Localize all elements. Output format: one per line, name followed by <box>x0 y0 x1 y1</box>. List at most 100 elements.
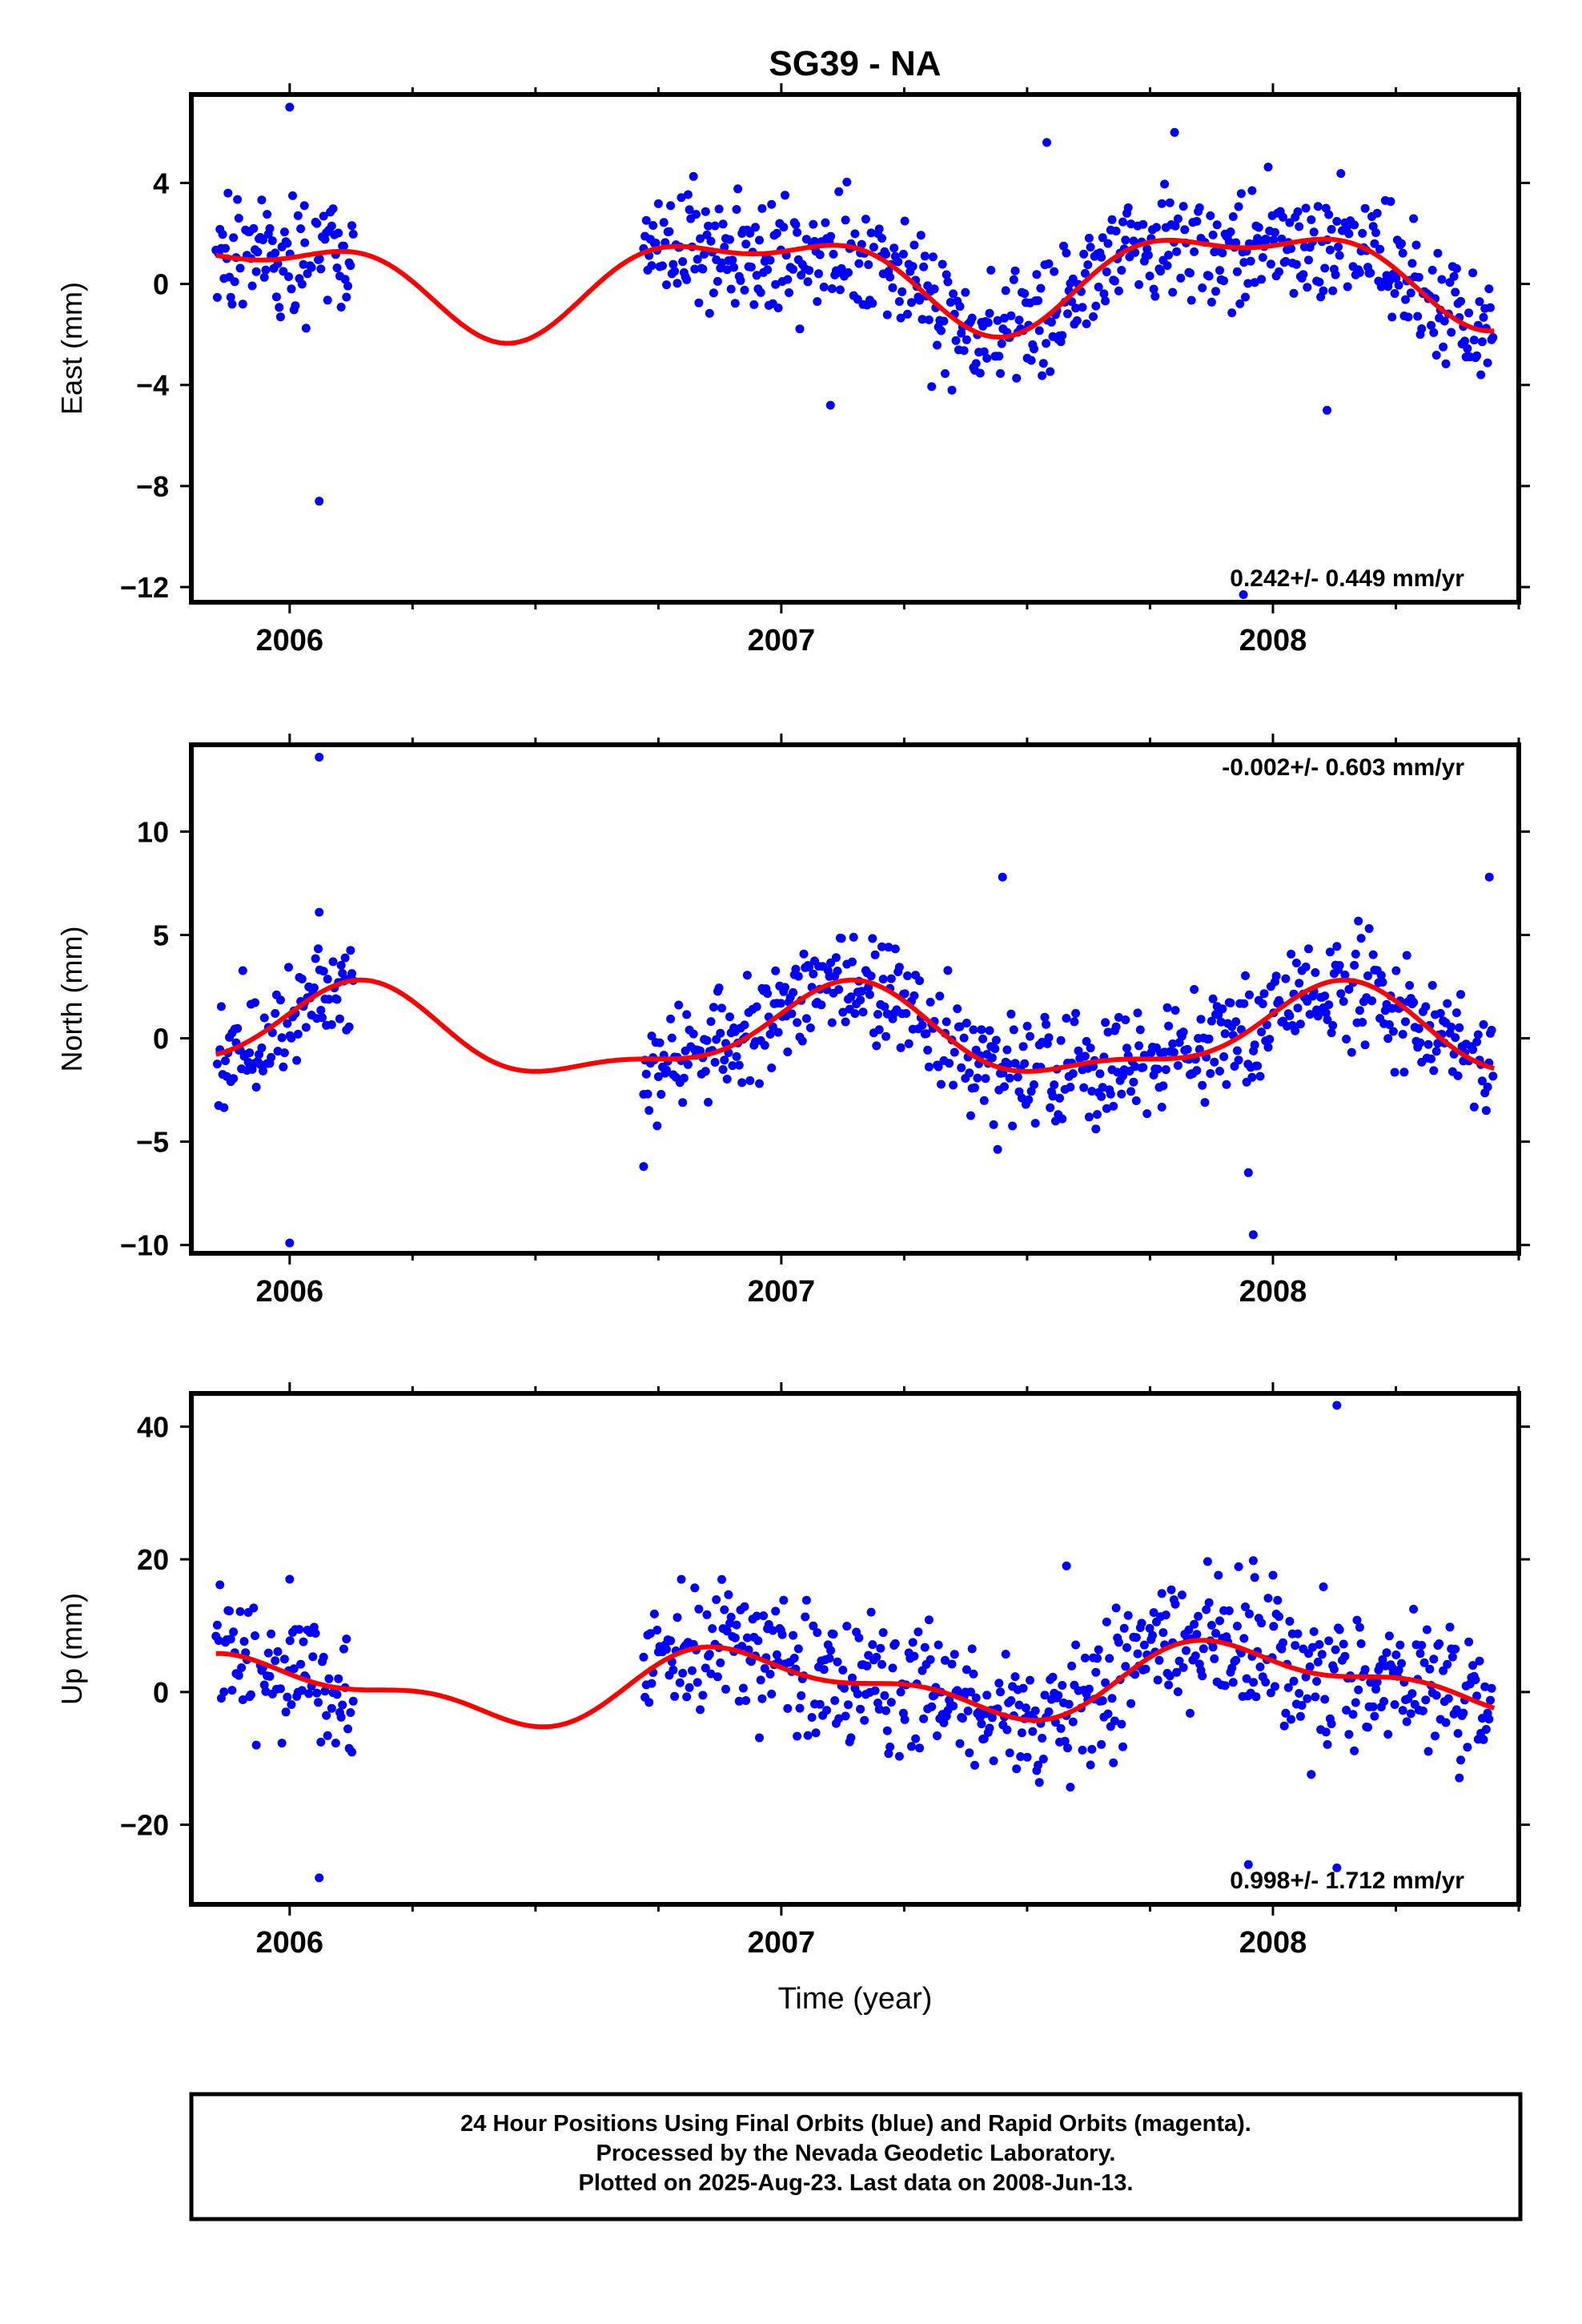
data-point <box>340 275 350 284</box>
data-point <box>1241 1602 1250 1611</box>
data-point <box>1063 1743 1072 1753</box>
data-point <box>316 264 326 274</box>
data-point <box>894 963 904 972</box>
data-point <box>1351 1698 1360 1707</box>
data-point <box>1207 1621 1216 1630</box>
data-point <box>728 255 737 265</box>
data-point <box>253 247 263 257</box>
data-point <box>1117 1719 1126 1729</box>
data-point <box>1439 316 1449 326</box>
data-point <box>1180 225 1190 235</box>
data-point <box>1473 1030 1483 1039</box>
data-point <box>943 966 953 975</box>
data-point <box>287 1700 296 1709</box>
data-point <box>1006 1009 1016 1019</box>
data-point <box>767 199 777 209</box>
rate-label: 0.998+/- 1.712 mm/yr <box>1230 1868 1464 1894</box>
data-point <box>1456 1755 1465 1765</box>
data-point <box>1138 219 1148 229</box>
data-point <box>1312 1677 1322 1686</box>
data-point <box>1431 1731 1439 1741</box>
data-point <box>1199 1644 1208 1654</box>
data-point <box>1153 1064 1162 1074</box>
data-point <box>1468 268 1478 278</box>
data-point <box>300 238 310 247</box>
data-point <box>1228 212 1238 221</box>
data-point <box>1371 228 1380 237</box>
data-point <box>647 1679 656 1688</box>
data-point <box>1211 287 1220 296</box>
data-point <box>1347 1047 1356 1057</box>
data-point <box>990 1044 1000 1053</box>
outlier-point <box>1332 1401 1342 1410</box>
data-point <box>755 235 764 245</box>
data-point <box>947 1659 957 1669</box>
data-point <box>1055 1093 1064 1103</box>
data-point <box>1169 1047 1178 1057</box>
data-point <box>755 1733 764 1743</box>
data-point <box>934 1062 943 1072</box>
data-point <box>994 1679 1004 1688</box>
data-point <box>1332 216 1342 226</box>
data-point <box>756 287 765 297</box>
data-point <box>947 385 957 395</box>
data-point <box>249 223 259 233</box>
data-point <box>819 1665 829 1675</box>
data-point <box>1368 1702 1378 1711</box>
data-point <box>1328 1021 1338 1030</box>
data-point <box>1028 1727 1038 1736</box>
data-point <box>1211 1629 1220 1638</box>
data-point <box>1097 1092 1106 1101</box>
data-point <box>643 1089 652 1099</box>
data-point <box>909 991 919 1000</box>
data-point <box>793 1644 803 1654</box>
data-point <box>963 1707 973 1715</box>
data-point <box>1206 211 1215 220</box>
data-point <box>328 204 338 214</box>
data-point <box>1191 1651 1200 1661</box>
data-point <box>740 1020 749 1030</box>
data-point <box>1056 1035 1066 1045</box>
data-point <box>801 1595 811 1605</box>
data-point <box>694 298 704 308</box>
data-point <box>1206 1069 1215 1078</box>
data-point <box>1459 1708 1468 1718</box>
data-point <box>1234 202 1243 211</box>
data-point <box>1178 202 1188 211</box>
data-point <box>1332 942 1342 951</box>
data-point <box>1231 1655 1241 1665</box>
y-axis-title: Up (mm) <box>55 1593 88 1705</box>
data-point <box>1372 208 1382 218</box>
data-point <box>1012 373 1022 383</box>
data-point <box>1129 236 1138 246</box>
data-point <box>966 1111 975 1120</box>
data-point <box>937 1080 946 1089</box>
data-point <box>1370 1711 1379 1721</box>
data-point <box>1173 1061 1182 1070</box>
data-point <box>1139 1640 1149 1650</box>
data-point <box>908 1638 917 1647</box>
data-point <box>1471 1675 1480 1684</box>
data-point <box>1149 284 1158 294</box>
data-point <box>1058 1114 1067 1124</box>
data-point <box>1435 1008 1445 1018</box>
data-point <box>846 1733 856 1743</box>
data-point <box>1210 1654 1219 1663</box>
outlier-point <box>315 753 324 762</box>
data-point <box>1427 265 1437 275</box>
data-point <box>1126 1087 1136 1096</box>
data-point <box>327 1020 336 1029</box>
data-point <box>1427 980 1437 990</box>
data-point <box>1107 215 1117 224</box>
data-point <box>1220 1029 1230 1039</box>
data-point <box>1437 275 1447 284</box>
data-point <box>295 1625 304 1634</box>
data-point <box>1476 370 1486 380</box>
data-point <box>216 1002 226 1011</box>
data-point <box>732 1051 741 1061</box>
data-point <box>962 1019 971 1027</box>
data-point <box>1287 243 1296 253</box>
data-point <box>1463 344 1472 353</box>
outlier-point <box>299 201 309 211</box>
data-point <box>826 958 836 967</box>
